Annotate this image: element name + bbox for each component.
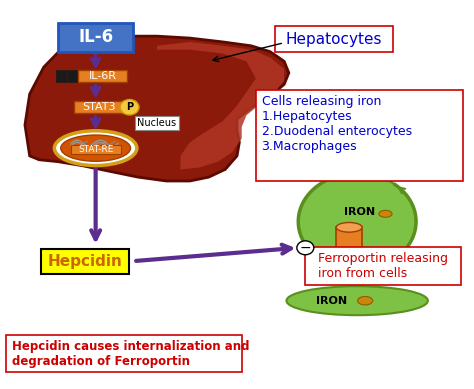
Ellipse shape	[336, 223, 362, 232]
Ellipse shape	[286, 286, 428, 315]
Text: Ferroportin releasing
iron from cells: Ferroportin releasing iron from cells	[318, 252, 448, 280]
Ellipse shape	[61, 135, 130, 161]
FancyBboxPatch shape	[55, 70, 66, 82]
FancyBboxPatch shape	[78, 70, 127, 82]
Text: STAT3: STAT3	[82, 102, 116, 112]
Text: Cells releasing iron
1.Hepatocytes
2.Duodenal enterocytes
3.Macrophages: Cells releasing iron 1.Hepatocytes 2.Duo…	[262, 95, 411, 153]
FancyBboxPatch shape	[41, 249, 128, 274]
Ellipse shape	[357, 296, 373, 305]
Circle shape	[120, 100, 139, 115]
FancyBboxPatch shape	[6, 335, 242, 372]
FancyBboxPatch shape	[67, 70, 78, 82]
Text: IL-6: IL-6	[78, 28, 113, 46]
FancyBboxPatch shape	[71, 145, 120, 154]
Circle shape	[297, 241, 314, 255]
Text: IRON: IRON	[344, 207, 375, 217]
FancyBboxPatch shape	[305, 247, 461, 285]
Text: IL-6R: IL-6R	[89, 71, 117, 81]
FancyBboxPatch shape	[336, 227, 362, 258]
Ellipse shape	[55, 131, 137, 166]
Ellipse shape	[379, 210, 392, 217]
Text: IRON: IRON	[316, 296, 347, 306]
FancyBboxPatch shape	[58, 23, 133, 52]
Text: Hepcidin causes internalization and
degradation of Ferroportin: Hepcidin causes internalization and degr…	[12, 340, 249, 368]
Polygon shape	[25, 36, 289, 181]
Ellipse shape	[336, 254, 362, 263]
Circle shape	[298, 173, 416, 270]
Text: Hepatocytes: Hepatocytes	[285, 32, 382, 47]
Text: Nucleus: Nucleus	[137, 118, 176, 128]
FancyBboxPatch shape	[256, 90, 463, 181]
Text: −: −	[300, 241, 311, 255]
Text: Hepcidin: Hepcidin	[47, 254, 122, 269]
FancyBboxPatch shape	[74, 101, 124, 113]
Polygon shape	[157, 42, 284, 169]
Text: STAT-RE: STAT-RE	[78, 145, 114, 154]
FancyBboxPatch shape	[275, 26, 392, 52]
Text: P: P	[126, 102, 133, 112]
